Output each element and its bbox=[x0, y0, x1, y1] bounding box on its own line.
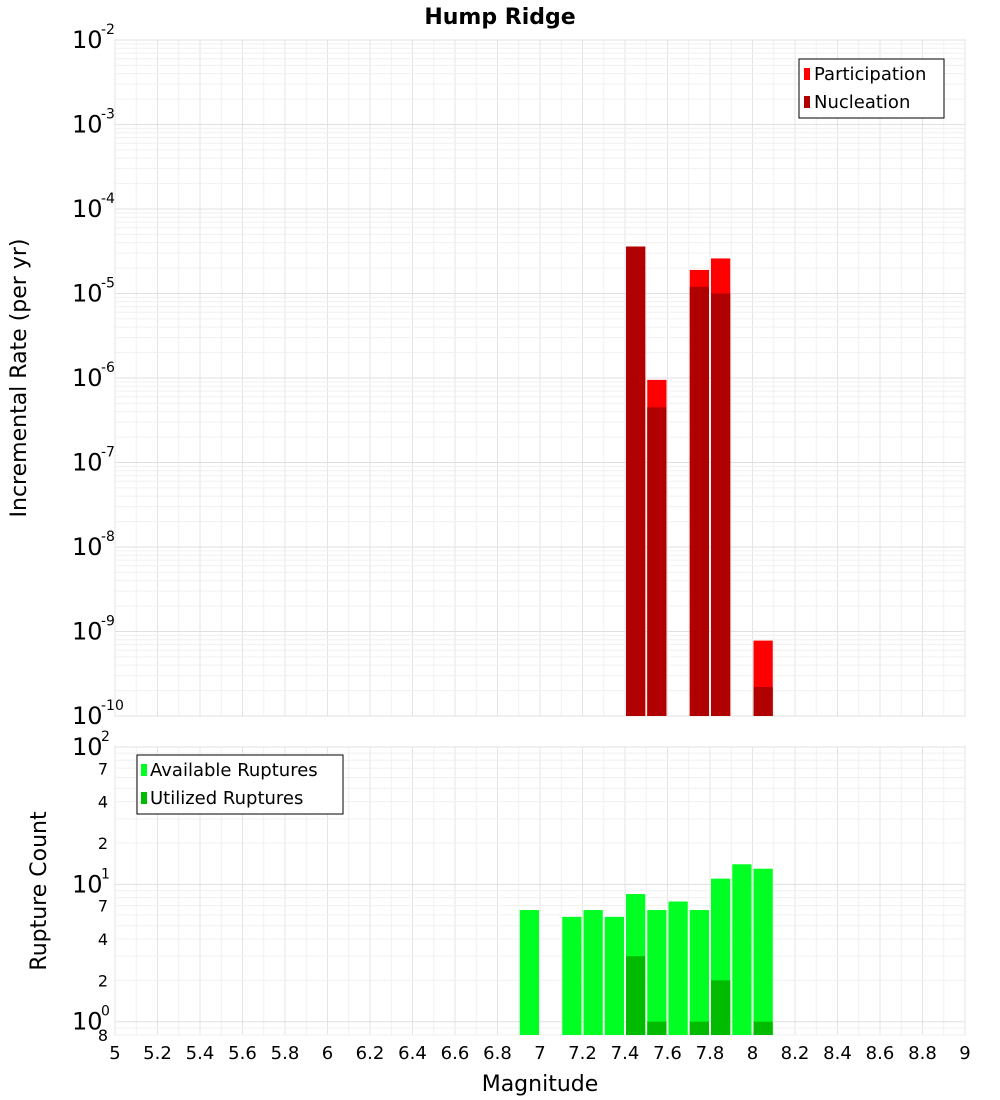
count-y-minor-tick-label: 8 bbox=[98, 1026, 108, 1045]
count-bars bbox=[519, 864, 773, 1035]
count-bar-series1 bbox=[647, 1021, 667, 1035]
count-legend: Available Ruptures Utilized Ruptures bbox=[136, 754, 344, 815]
rate-y-axis-label: Incremental Rate (per yr) bbox=[7, 239, 32, 518]
count-y-minor-tick-label: 7 bbox=[98, 897, 108, 916]
magnitude-tick-label: 8.8 bbox=[908, 1043, 937, 1064]
count-y-minor-tick-label: 7 bbox=[98, 759, 108, 778]
rate-y-tick-exponent: -8 bbox=[101, 529, 115, 545]
count-y-minor-tick-label: 4 bbox=[98, 793, 108, 812]
magnitude-tick-label: 5.4 bbox=[186, 1043, 215, 1064]
magnitude-axis-label: Magnitude bbox=[482, 1072, 599, 1097]
rate-y-tick-exponent: -10 bbox=[101, 698, 124, 714]
rate-y-tick-base: 10 bbox=[72, 195, 103, 223]
count-bar-series0 bbox=[647, 910, 667, 1035]
rate-y-tick-exponent: -3 bbox=[101, 107, 115, 123]
count-y-tick-base: 10 bbox=[72, 733, 103, 761]
count-bar-series0 bbox=[562, 916, 582, 1035]
count-bar-series0 bbox=[519, 910, 539, 1035]
magnitude-tick-label: 8 bbox=[747, 1043, 758, 1064]
count-bar-series0 bbox=[753, 868, 773, 1035]
rate-bar-series1 bbox=[689, 286, 709, 716]
participation-legend-label: Participation bbox=[814, 64, 926, 85]
magnitude-tick-label: 5.8 bbox=[271, 1043, 300, 1064]
count-bar-series0 bbox=[668, 901, 688, 1035]
nucleation-legend-label: Nucleation bbox=[814, 92, 910, 113]
rate-y-tick-base: 10 bbox=[72, 618, 103, 646]
count-y-tick-base: 10 bbox=[72, 1008, 103, 1036]
count-bar-series1 bbox=[689, 1021, 709, 1035]
count-y-minor-tick-label: 2 bbox=[98, 971, 108, 990]
magnitude-tick-label: 6.8 bbox=[483, 1043, 512, 1064]
rate-y-tick-exponent: -6 bbox=[101, 360, 115, 376]
count-bar-series0 bbox=[583, 910, 603, 1035]
rate-y-tick-exponent: -4 bbox=[101, 191, 115, 207]
count-bar-series0 bbox=[732, 864, 752, 1035]
magnitude-tick-label: 8.6 bbox=[866, 1043, 895, 1064]
count-y-minor-tick-label: 2 bbox=[98, 834, 108, 853]
magnitude-tick-label: 8.2 bbox=[781, 1043, 810, 1064]
magnitude-tick-label: 6.4 bbox=[398, 1043, 427, 1064]
utilized-legend-swatch bbox=[141, 792, 147, 804]
count-bar-series1 bbox=[626, 956, 646, 1035]
magnitude-tick-label: 5.6 bbox=[228, 1043, 257, 1064]
magnitude-tick-label: 7 bbox=[534, 1043, 545, 1064]
magnitude-tick-label: 6 bbox=[322, 1043, 333, 1064]
rate-y-tick-base: 10 bbox=[72, 364, 103, 392]
magnitude-tick-label: 8.4 bbox=[823, 1043, 852, 1064]
rate-y-tick-base: 10 bbox=[72, 280, 103, 308]
magnitude-tick-labels: 5 5.2 5.4 5.6 5.8 6 6.2 6.4 6.6 6.8 7 7.2 7.4 7.6 7.8 8… bbox=[109, 1043, 970, 1064]
participation-legend-swatch bbox=[804, 68, 810, 80]
count-y-axis-label: Rupture Count bbox=[27, 811, 52, 971]
count-bar-series1 bbox=[753, 1021, 773, 1035]
magnitude-tick-label: 5.2 bbox=[143, 1043, 172, 1064]
magnitude-tick-label: 7.8 bbox=[696, 1043, 725, 1064]
chart-title: Hump Ridge bbox=[424, 5, 575, 30]
rate-y-tick-base: 10 bbox=[72, 449, 103, 477]
magnitude-tick-label: 7.4 bbox=[611, 1043, 640, 1064]
rate-bar-series1 bbox=[711, 293, 731, 716]
magnitude-tick-label: 5 bbox=[109, 1043, 120, 1064]
rate-y-tick-base: 10 bbox=[72, 26, 103, 54]
rate-gridlines bbox=[114, 39, 966, 717]
count-y-tick-exponent: 2 bbox=[101, 729, 110, 745]
utilized-legend-label: Utilized Ruptures bbox=[150, 788, 303, 809]
count-y-tick-exponent: 0 bbox=[101, 1004, 110, 1020]
rate-y-tick-exponent: -7 bbox=[101, 445, 115, 461]
count-bar-series0 bbox=[689, 910, 709, 1035]
rate-y-tick-exponent: -5 bbox=[101, 276, 115, 292]
count-y-tick-base: 10 bbox=[72, 870, 103, 898]
magnitude-tick-label: 6.6 bbox=[441, 1043, 470, 1064]
magnitude-tick-label: 6.2 bbox=[356, 1043, 385, 1064]
count-bar-series0 bbox=[604, 916, 624, 1035]
rate-bar-series1 bbox=[753, 687, 773, 716]
magnitude-tick-label: 7.6 bbox=[653, 1043, 682, 1064]
nucleation-legend-swatch bbox=[804, 96, 810, 108]
available-legend-label: Available Ruptures bbox=[150, 760, 318, 781]
rate-legend-box bbox=[798, 58, 945, 119]
rate-legend: Participation Nucleation bbox=[798, 58, 945, 119]
available-legend-swatch bbox=[141, 764, 147, 776]
rate-bars bbox=[626, 246, 773, 716]
rate-y-tick-exponent: -9 bbox=[101, 614, 115, 630]
count-y-minor-tick-label: 4 bbox=[98, 930, 108, 949]
count-legend-box bbox=[136, 754, 344, 815]
count-bar-series1 bbox=[711, 980, 731, 1035]
magnitude-tick-label: 7.2 bbox=[568, 1043, 597, 1064]
rate-y-tick-base: 10 bbox=[72, 533, 103, 561]
rate-y-tick-base: 10 bbox=[72, 702, 103, 730]
rate-bar-series1 bbox=[647, 407, 667, 716]
count-y-tick-exponent: 1 bbox=[101, 866, 110, 882]
rate-y-tick-base: 10 bbox=[72, 111, 103, 139]
rate-bar-series1 bbox=[626, 246, 646, 716]
rate-y-tick-exponent: -2 bbox=[101, 22, 115, 38]
count-gridlines bbox=[114, 746, 966, 1036]
magnitude-tick-label: 9 bbox=[959, 1043, 970, 1064]
